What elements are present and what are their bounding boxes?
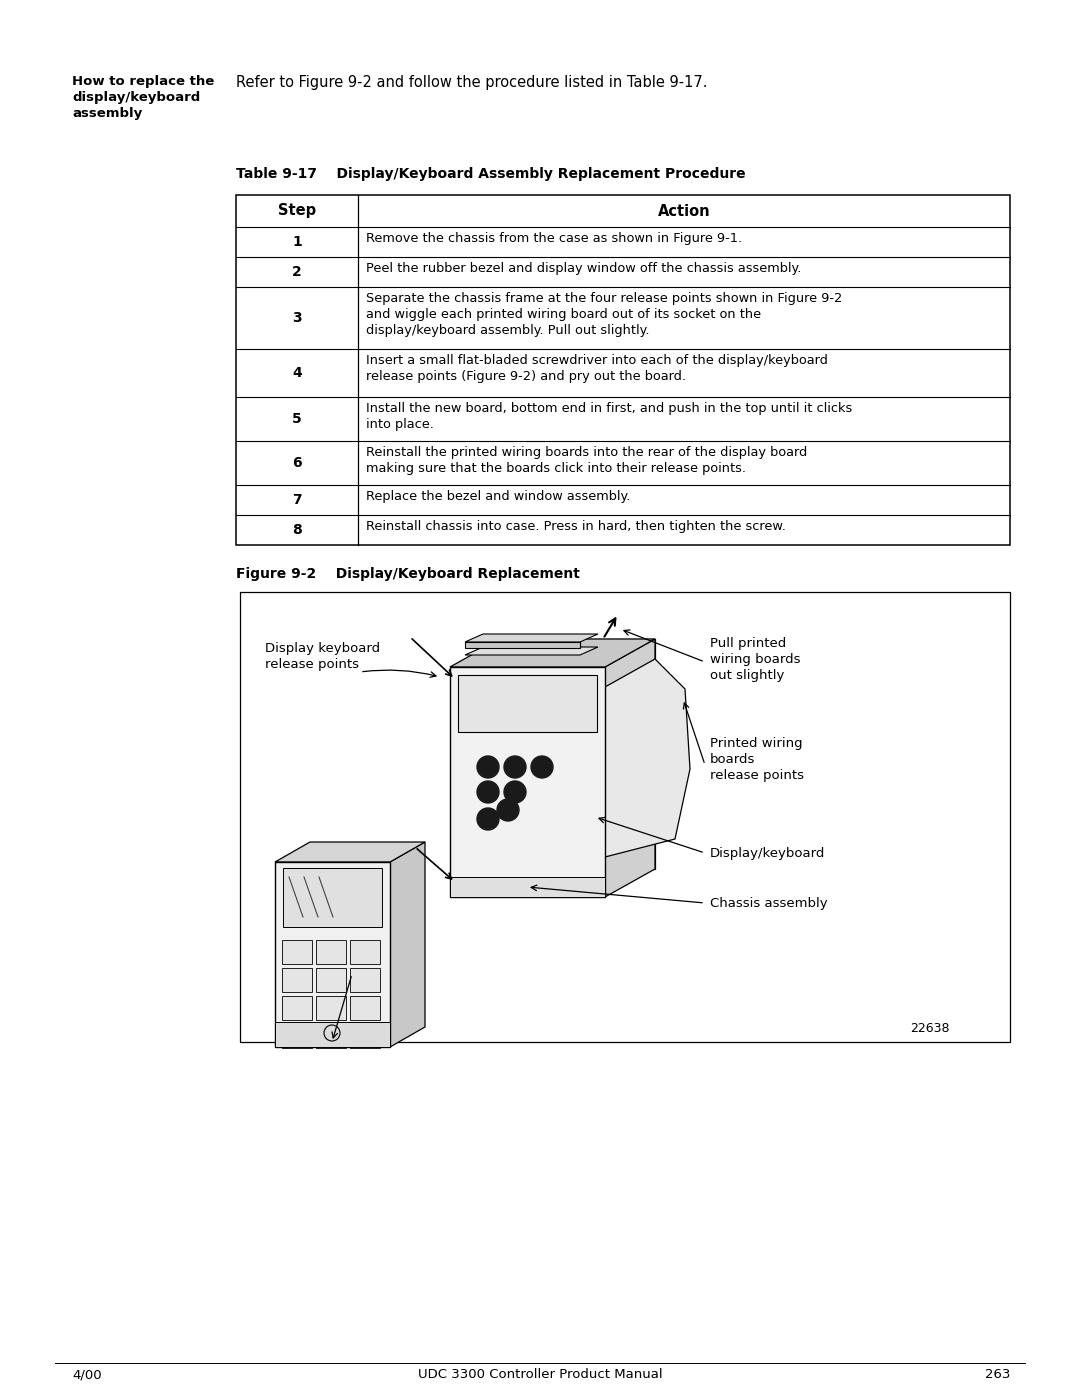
- Text: 7: 7: [293, 493, 301, 507]
- Polygon shape: [316, 968, 346, 992]
- Polygon shape: [350, 940, 380, 964]
- Polygon shape: [465, 643, 580, 648]
- Circle shape: [477, 807, 499, 830]
- Polygon shape: [282, 1024, 312, 1048]
- Polygon shape: [450, 638, 654, 666]
- Polygon shape: [275, 1023, 390, 1046]
- Text: Table 9-17    Display/Keyboard Assembly Replacement Procedure: Table 9-17 Display/Keyboard Assembly Rep…: [237, 168, 745, 182]
- Text: Replace the bezel and window assembly.: Replace the bezel and window assembly.: [366, 490, 631, 503]
- Bar: [240, 592, 1010, 1042]
- Text: 4/00: 4/00: [72, 1368, 102, 1382]
- Text: Pull printed
wiring boards
out slightly: Pull printed wiring boards out slightly: [710, 637, 800, 682]
- Text: 8: 8: [292, 522, 302, 536]
- Polygon shape: [282, 940, 312, 964]
- Polygon shape: [605, 659, 690, 856]
- Polygon shape: [465, 647, 598, 655]
- Circle shape: [504, 756, 526, 778]
- Text: Separate the chassis frame at the four release points shown in Figure 9-2
and wi: Separate the chassis frame at the four r…: [366, 292, 842, 337]
- Circle shape: [497, 799, 519, 821]
- Circle shape: [531, 756, 553, 778]
- Text: 3: 3: [293, 312, 301, 326]
- Polygon shape: [275, 842, 426, 862]
- Polygon shape: [450, 877, 605, 897]
- Polygon shape: [316, 996, 346, 1020]
- Bar: [237, 196, 1010, 545]
- Text: Remove the chassis from the case as shown in Figure 9-1.: Remove the chassis from the case as show…: [366, 232, 742, 244]
- Polygon shape: [282, 996, 312, 1020]
- Polygon shape: [350, 1024, 380, 1048]
- Text: UDC 3300 Controller Product Manual: UDC 3300 Controller Product Manual: [418, 1368, 662, 1382]
- Text: Step: Step: [278, 204, 316, 218]
- Text: Display/keyboard: Display/keyboard: [710, 847, 825, 861]
- Text: 1: 1: [292, 235, 302, 249]
- Text: Printed wiring
boards
release points: Printed wiring boards release points: [710, 738, 804, 782]
- Text: Rubber bezel
and window: Rubber bezel and window: [322, 977, 409, 1006]
- Polygon shape: [275, 862, 390, 1046]
- Text: How to replace the
display/keyboard
assembly: How to replace the display/keyboard asse…: [72, 75, 214, 120]
- Polygon shape: [458, 675, 597, 732]
- Polygon shape: [316, 1024, 346, 1048]
- Text: Figure 9-2    Display/Keyboard Replacement: Figure 9-2 Display/Keyboard Replacement: [237, 567, 580, 581]
- Polygon shape: [350, 996, 380, 1020]
- Text: Reinstall the printed wiring boards into the rear of the display board
making su: Reinstall the printed wiring boards into…: [366, 446, 807, 475]
- Text: Install the new board, bottom end in first, and push in the top until it clicks
: Install the new board, bottom end in fir…: [366, 402, 852, 432]
- Polygon shape: [350, 968, 380, 992]
- Text: Peel the rubber bezel and display window off the chassis assembly.: Peel the rubber bezel and display window…: [366, 263, 801, 275]
- Text: 263: 263: [985, 1368, 1010, 1382]
- Text: Chassis assembly: Chassis assembly: [710, 897, 827, 909]
- Polygon shape: [605, 638, 654, 897]
- Circle shape: [477, 781, 499, 803]
- Text: Display keyboard
release points: Display keyboard release points: [265, 643, 380, 671]
- Text: Action: Action: [658, 204, 711, 218]
- Polygon shape: [283, 868, 382, 928]
- Text: Refer to Figure 9-2 and follow the procedure listed in Table 9-17.: Refer to Figure 9-2 and follow the proce…: [237, 75, 707, 89]
- Text: 22638: 22638: [910, 1023, 949, 1035]
- Text: 2: 2: [292, 265, 302, 279]
- Text: Insert a small flat-bladed screwdriver into each of the display/keyboard
release: Insert a small flat-bladed screwdriver i…: [366, 353, 828, 383]
- Polygon shape: [390, 842, 426, 1046]
- Polygon shape: [316, 940, 346, 964]
- Text: 6: 6: [293, 455, 301, 469]
- Polygon shape: [465, 634, 598, 643]
- Text: 5: 5: [292, 412, 302, 426]
- Circle shape: [477, 756, 499, 778]
- Circle shape: [504, 781, 526, 803]
- Text: Reinstall chassis into case. Press in hard, then tighten the screw.: Reinstall chassis into case. Press in ha…: [366, 520, 786, 534]
- Text: 4: 4: [292, 366, 302, 380]
- Polygon shape: [450, 666, 605, 897]
- Polygon shape: [282, 968, 312, 992]
- Polygon shape: [500, 638, 654, 869]
